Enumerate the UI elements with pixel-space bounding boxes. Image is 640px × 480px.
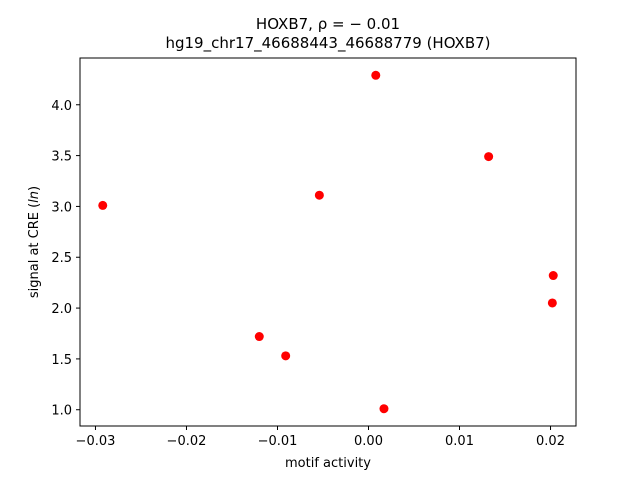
y-axis-label-suffix: ) — [27, 186, 42, 191]
x-axis-label: motif activity — [285, 456, 371, 471]
data-point — [484, 152, 494, 162]
data-point — [281, 351, 291, 361]
data-point — [371, 70, 381, 80]
data-point — [548, 271, 558, 281]
data-point — [314, 190, 324, 200]
x-tick-label: 0.00 — [354, 434, 383, 449]
y-axis-label: signal at CRE (ln) — [27, 186, 42, 298]
plot-area: −0.03 −0.02 −0.01 0.00 0.01 0.02 1.0 1.5 2.0 2.5 3… — [51, 57, 577, 449]
chart-title-line2: hg19_chr17_46688443_46688779 (HOXB7) — [165, 34, 490, 53]
data-point — [98, 200, 108, 210]
x-tick-label: 0.02 — [536, 434, 565, 449]
chart-title-line1: HOXB7, ρ = − 0.01 — [256, 15, 400, 33]
y-axis-label-prefix: signal at CRE ( — [27, 203, 42, 298]
y-tick-label: 2.5 — [51, 251, 72, 266]
y-tick-label: 3.0 — [51, 200, 72, 215]
x-tick-label: −0.02 — [167, 434, 207, 449]
data-point — [547, 298, 557, 308]
data-point — [379, 404, 389, 414]
y-tick-label: 4.0 — [51, 99, 72, 114]
data-point — [254, 332, 264, 342]
y-tick-label: 2.0 — [51, 302, 72, 317]
axes-frame — [79, 57, 577, 427]
y-tick-label: 3.5 — [51, 150, 72, 165]
x-tick-label: −0.01 — [258, 434, 298, 449]
y-tick-label: 1.5 — [51, 353, 72, 368]
y-tick-label: 1.0 — [51, 404, 72, 419]
y-axis-label-italic: ln — [27, 191, 42, 203]
x-tick-label: −0.03 — [76, 434, 116, 449]
x-tick-label: 0.01 — [445, 434, 474, 449]
